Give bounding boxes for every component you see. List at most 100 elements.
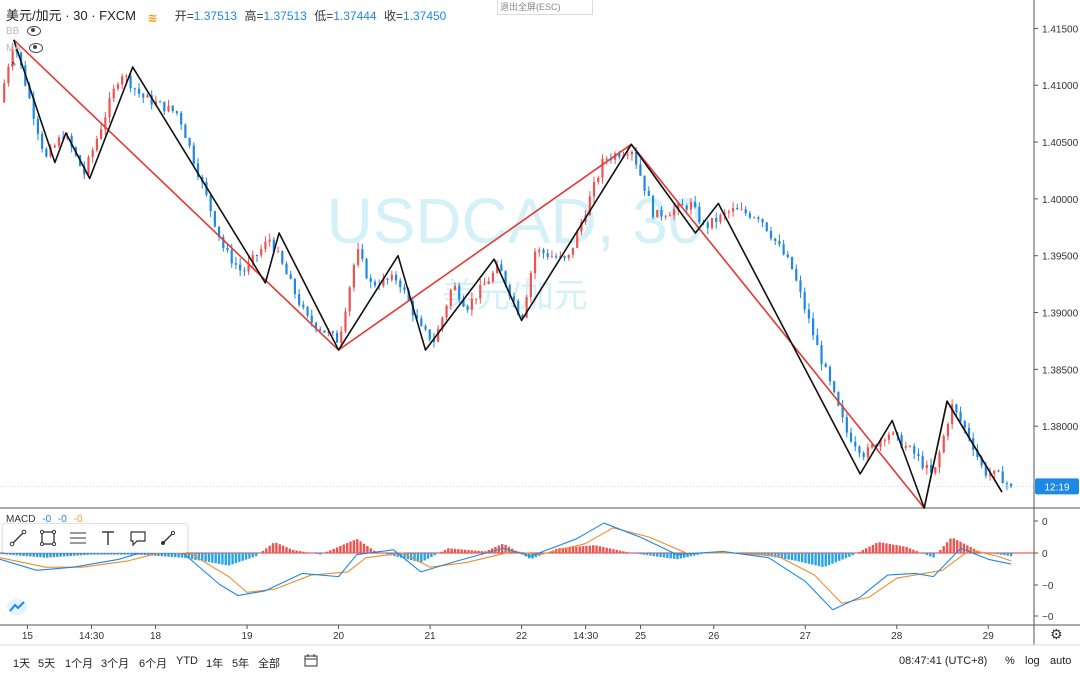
macd-histogram-bar bbox=[568, 547, 571, 553]
macd-histogram-bar bbox=[864, 548, 868, 553]
range-5d[interactable]: 5天 bbox=[38, 658, 56, 670]
candle-body bbox=[365, 259, 368, 279]
log-toggle[interactable]: log bbox=[1025, 655, 1040, 667]
macd-histogram-bar bbox=[29, 553, 32, 557]
indicator-ma[interactable]: MA bbox=[6, 43, 43, 54]
candle-body bbox=[723, 212, 726, 215]
candle-body bbox=[862, 453, 865, 458]
auto-toggle[interactable]: auto bbox=[1050, 655, 1072, 667]
candle-body bbox=[913, 446, 916, 454]
range-1d[interactable]: 1天 bbox=[13, 658, 31, 670]
brush-icon[interactable] bbox=[153, 525, 183, 551]
candle-body bbox=[331, 331, 334, 333]
macd-histogram-bar bbox=[905, 547, 908, 553]
range-6m[interactable]: 6个月 bbox=[139, 658, 168, 670]
tradingview-logo-icon[interactable] bbox=[6, 598, 28, 616]
symbol-title[interactable]: 美元/加元 · 30 · FXCM bbox=[6, 8, 137, 23]
macd-histogram-bar bbox=[214, 553, 217, 564]
current-price-marker bbox=[1035, 478, 1079, 495]
indicator-bb-label: BB bbox=[6, 26, 20, 37]
calendar-icon[interactable] bbox=[304, 654, 318, 670]
candle-body bbox=[546, 253, 549, 257]
eye-icon[interactable] bbox=[27, 26, 42, 37]
clock[interactable]: 08:47:41 (UTC+8) bbox=[899, 655, 988, 667]
candle-body bbox=[104, 117, 107, 130]
macd-name[interactable]: MACD bbox=[6, 514, 36, 525]
macd-histogram-bar bbox=[217, 553, 221, 564]
macd-histogram-bar bbox=[163, 553, 167, 557]
candle-body bbox=[929, 464, 933, 473]
macd-histogram-bar bbox=[315, 553, 319, 554]
macd-legend: MACD -0 -0 -0 bbox=[6, 514, 83, 525]
indicator-bb[interactable]: BB bbox=[6, 26, 42, 37]
candle-body bbox=[976, 449, 979, 458]
fib-icon[interactable] bbox=[63, 525, 93, 551]
range-1m[interactable]: 1个月 bbox=[65, 658, 94, 670]
callout-icon[interactable] bbox=[123, 525, 153, 551]
macd-histogram-bar bbox=[474, 550, 477, 553]
macd-histogram-bar bbox=[834, 553, 838, 563]
eye-icon[interactable] bbox=[29, 43, 43, 54]
candle-body bbox=[567, 254, 570, 259]
candle-body bbox=[533, 251, 537, 274]
macd-histogram-bar bbox=[467, 550, 470, 553]
trend-line-icon[interactable] bbox=[3, 525, 33, 551]
macd-histogram-bar bbox=[2, 553, 5, 555]
macd-histogram-bar bbox=[1003, 553, 1006, 556]
macd-histogram-bar bbox=[197, 553, 201, 561]
candle-body bbox=[479, 284, 482, 299]
candle-body bbox=[95, 138, 98, 151]
candle-body bbox=[466, 306, 469, 310]
macd-value-2: -0 bbox=[57, 514, 67, 525]
candle-body bbox=[146, 95, 149, 98]
range-1y[interactable]: 1年 bbox=[206, 658, 224, 670]
macd-histogram-bar bbox=[332, 548, 335, 553]
time-tick-label: 14:30 bbox=[573, 631, 598, 642]
macd-histogram-bar bbox=[221, 553, 224, 565]
time-tick-label: 27 bbox=[800, 631, 812, 642]
candle-body bbox=[963, 421, 966, 428]
candle-body bbox=[774, 238, 777, 241]
macd-histogram-bar bbox=[598, 546, 602, 553]
macd-histogram-bar bbox=[939, 549, 942, 553]
text-icon[interactable] bbox=[93, 525, 123, 551]
macd-histogram-bar bbox=[780, 553, 784, 559]
macd-histogram-bar bbox=[999, 553, 1003, 555]
exit-fullscreen-button[interactable]: 退出全屏(ESC) bbox=[497, 0, 593, 15]
macd-histogram-bar bbox=[676, 553, 679, 560]
candle-body bbox=[951, 404, 954, 424]
macd-histogram-bar bbox=[800, 553, 804, 563]
candle-body bbox=[255, 254, 259, 256]
macd-histogram-bar bbox=[231, 553, 234, 565]
macd-histogram-bar bbox=[447, 548, 450, 553]
macd-histogram-bar bbox=[635, 553, 639, 554]
range-all[interactable]: 全部 bbox=[258, 658, 280, 670]
macd-histogram-bar bbox=[170, 553, 174, 557]
gear-icon[interactable]: ⚙ bbox=[1050, 626, 1063, 642]
macd-histogram-bar bbox=[436, 553, 440, 554]
candle-body bbox=[597, 177, 600, 182]
macd-histogram-bar bbox=[443, 550, 447, 553]
range-ytd[interactable]: YTD bbox=[176, 655, 198, 667]
open-label: 开= bbox=[174, 9, 194, 23]
candle-body bbox=[36, 118, 40, 134]
macd-histogram-bar bbox=[329, 550, 332, 553]
rectangle-icon[interactable] bbox=[33, 525, 63, 551]
macd-histogram-bar bbox=[143, 553, 147, 556]
candle-body bbox=[19, 52, 23, 66]
macd-histogram-bar bbox=[908, 548, 912, 553]
candle-body bbox=[736, 207, 739, 210]
macd-histogram-bar bbox=[369, 548, 372, 553]
candle-body bbox=[812, 318, 815, 336]
candle-body bbox=[525, 297, 528, 318]
macd-histogram-bar bbox=[271, 543, 275, 553]
candle-body bbox=[605, 158, 608, 160]
macd-histogram-bar bbox=[871, 544, 875, 553]
range-3m[interactable]: 3个月 bbox=[101, 658, 130, 670]
collapse-legend-icon[interactable]: ^ bbox=[11, 61, 16, 72]
macd-histogram-bar bbox=[157, 553, 160, 557]
macd-histogram-bar bbox=[258, 553, 261, 554]
percent-toggle[interactable]: % bbox=[1005, 655, 1015, 667]
range-5y[interactable]: 5年 bbox=[232, 658, 250, 670]
